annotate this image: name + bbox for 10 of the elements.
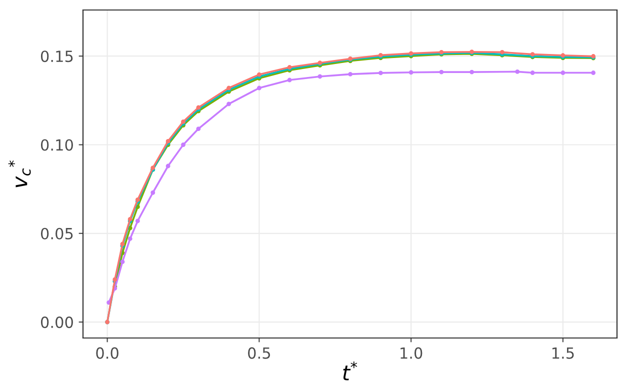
- x-tick-label: 1.5: [552, 348, 574, 359]
- y-tick-label: 0.15: [40, 50, 73, 62]
- y-tick-label: 0.10: [40, 139, 73, 151]
- y-tick-label: 0.05: [40, 228, 73, 240]
- x-axis-title: t$^{*}$: [343, 361, 358, 380]
- x-tick-label: 0.0: [96, 347, 118, 359]
- y-tick-label: 0.00: [40, 316, 73, 328]
- x-tick-label: 1.0: [400, 347, 422, 359]
- x-tick-label: 0.5: [248, 347, 270, 359]
- y-axis-title: v$_{c}$$^{*}$: [8, 160, 31, 188]
